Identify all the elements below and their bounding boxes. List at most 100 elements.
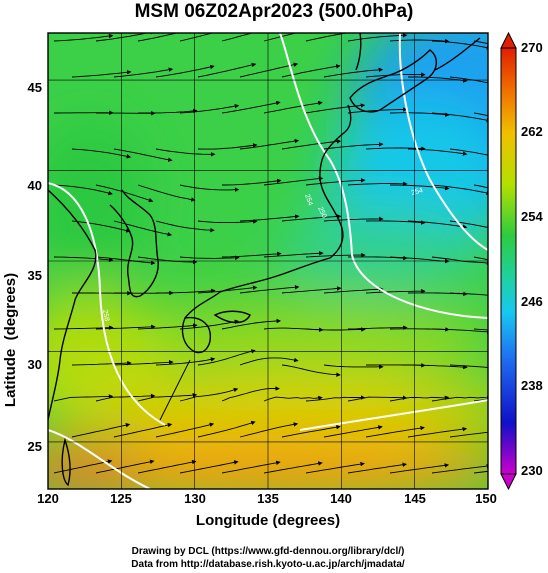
streamline: [239, 422, 299, 438]
streamline: [197, 143, 258, 150]
streamline: [239, 62, 299, 78]
streamline: [347, 395, 408, 402]
plot-title: MSM 06Z02Apr2023 (500.0hPa): [134, 1, 414, 22]
streamline: [347, 181, 408, 187]
colorbar-tick-label: 230: [521, 463, 543, 478]
x-tick-label: 130: [184, 491, 206, 506]
streamline: [239, 357, 299, 366]
streamline: [281, 214, 342, 222]
colorbar: [500, 31, 517, 491]
streamline: [53, 256, 114, 263]
y-tick-label: 40: [27, 178, 42, 193]
streamline: [305, 327, 366, 332]
japan-southwest-coast: [184, 104, 352, 319]
streamline: [197, 285, 258, 294]
streamline: [473, 40, 488, 45]
contour-250: [398, 33, 488, 251]
streamline: [305, 395, 366, 402]
streamline: [305, 461, 365, 474]
colorbar-tick-label: 238: [521, 378, 543, 393]
streamline: [222, 178, 282, 186]
streamline: [281, 139, 342, 150]
shikoku-coast: [213, 310, 251, 324]
x-tick-label: 145: [404, 491, 426, 506]
streamline: [281, 286, 342, 294]
credit-data: Data from http://database.rish.kyoto-u.a…: [131, 559, 405, 570]
streamline: [113, 67, 174, 78]
y-tick-label: 25: [27, 439, 42, 454]
streamline: [263, 176, 324, 186]
contour-262: [48, 429, 151, 489]
streamline: [263, 251, 324, 258]
streamline: [113, 422, 173, 438]
streamline: [179, 319, 240, 330]
streamline: [179, 103, 240, 114]
streamline: [95, 184, 154, 203]
streamline: [407, 220, 468, 229]
ryukyu-islands: [159, 359, 191, 421]
streamline: [492, 149, 548, 165]
contour-262b: [299, 399, 488, 431]
streamline: [95, 459, 155, 474]
streamline: [281, 364, 341, 377]
streamline: [155, 357, 216, 366]
streamline: [473, 256, 488, 261]
contour-labels: 250 254 254 258: [101, 187, 424, 322]
kyushu-coast: [181, 316, 212, 354]
streamline: [365, 425, 425, 438]
streamline: [305, 178, 366, 186]
streamline: [239, 214, 300, 222]
streamline: [137, 323, 198, 330]
streamline: [305, 33, 365, 42]
streamline: [347, 33, 408, 42]
streamline: [53, 394, 114, 402]
streamline: [179, 184, 240, 192]
taiwan-coast: [61, 437, 71, 487]
streamline: [197, 349, 256, 366]
streamline: [95, 256, 156, 266]
streamline: [389, 112, 450, 117]
colorbar-tick-label: 270: [521, 40, 543, 55]
plot-frame: [47, 32, 489, 490]
streamline: [179, 255, 240, 261]
x-tick-label: 150: [475, 491, 497, 506]
streamline: [263, 395, 323, 402]
streamline: [53, 33, 114, 42]
korean-peninsula-coast: [109, 189, 159, 298]
streamline: [431, 184, 488, 196]
streamline: [365, 146, 426, 151]
streamline: [323, 364, 384, 370]
colorbar-tick-label: 246: [521, 294, 543, 309]
streamline: [473, 328, 488, 331]
coastlines: [48, 33, 481, 487]
streamline: [221, 100, 281, 114]
x-axis-label: Longitude (degrees): [195, 512, 341, 529]
streamline: [473, 184, 488, 189]
streamline: [155, 422, 215, 438]
streamline: [389, 463, 450, 474]
streamline: [473, 112, 488, 117]
streamline: [221, 251, 282, 258]
x-tick-label: 125: [110, 491, 132, 506]
streamline: [71, 422, 131, 438]
colorbar-tick-label: 262: [521, 124, 543, 139]
streamline: [473, 470, 488, 474]
x-tick-label: 140: [330, 491, 352, 506]
streamline: [389, 395, 450, 402]
colorbar-top-arrow: [500, 31, 517, 49]
streamline: [71, 148, 132, 159]
streamline: [305, 103, 366, 114]
streamline: [137, 33, 179, 42]
streamline: [71, 220, 131, 233]
streamline: [492, 365, 548, 372]
streamline: [113, 360, 174, 366]
streamline: [431, 463, 488, 474]
streamline: [221, 386, 280, 402]
streamline: [95, 393, 156, 402]
streamline: [323, 67, 384, 78]
y-tick-label: 35: [27, 268, 42, 283]
contour-label: 254: [411, 187, 424, 197]
streamline: [221, 318, 282, 330]
streamline: [407, 364, 468, 370]
